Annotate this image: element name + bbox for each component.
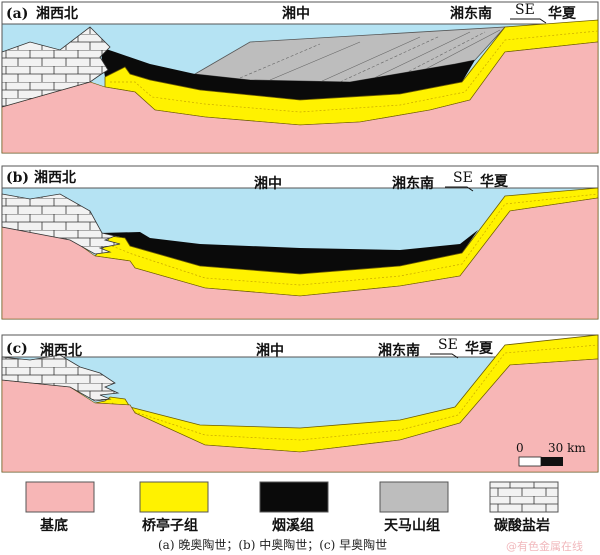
legend-label: 天马山组: [384, 517, 440, 534]
label-northwest: 湘西北: [34, 169, 76, 186]
label-southeast: 湘东南: [392, 175, 434, 192]
panel-b: (b) 湘西北 湘中 湘东南 SE 华夏: [1, 165, 599, 320]
legend-label: 烟溪组: [272, 517, 314, 534]
panel-tag: (a): [6, 6, 28, 22]
black-layer: [100, 230, 478, 274]
panel-c: (c) 湘西北 湘中 湘东南 SE 华夏 0 30 km: [1, 334, 599, 473]
gray-strata: [239, 29, 501, 83]
direction-arrow-icon: [430, 353, 459, 359]
header-band: [1, 1, 599, 25]
label-cathaysia: 华夏: [480, 173, 509, 190]
legend-label: 基底: [40, 517, 68, 534]
legend: 基底 桥亭子组 烟溪组 天马山组 碳酸盐岩: [25, 481, 559, 534]
direction-label: SE: [515, 2, 535, 18]
label-central: 湘中: [254, 175, 282, 192]
legend-swatch-carbonate: [489, 481, 559, 513]
label-southeast: 湘东南: [450, 5, 492, 22]
label-northwest: 湘西北: [40, 342, 82, 359]
carbonate: [1, 26, 111, 108]
legend-swatch-tianmashan: [379, 481, 449, 513]
direction-arrow-icon: [510, 18, 547, 24]
legend-label: 碳酸盐岩: [494, 517, 550, 534]
panel-a: (a) 湘西北 湘中 湘东南 SE 华夏: [1, 1, 599, 154]
legend-swatch-yanxi: [259, 481, 329, 513]
label-cathaysia: 华夏: [465, 340, 494, 357]
carbonate: [1, 193, 121, 255]
legend-swatch-qiaotingzi: [139, 481, 209, 513]
direction-label: SE: [453, 170, 473, 186]
scale-end: 30 km: [548, 441, 586, 455]
panel-tag: (b): [6, 170, 29, 186]
panel-tag: (c): [6, 341, 28, 357]
carbonate: [1, 354, 120, 402]
watermark: @有色金属在线: [506, 539, 583, 553]
legend-label: 桥亭子组: [142, 517, 198, 534]
header-band: [1, 165, 599, 189]
direction-arrow-icon: [445, 186, 474, 192]
label-cathaysia: 华夏: [548, 5, 577, 22]
black-layer: [100, 47, 475, 100]
figure-caption: (a) 晚奥陶世；(b) 中奥陶世；(c) 早奥陶世: [158, 537, 387, 552]
basement: [1, 358, 599, 473]
label-central: 湘中: [282, 5, 310, 22]
scale-start: 0: [516, 441, 524, 455]
basement: [1, 41, 599, 154]
direction-label: SE: [438, 337, 458, 353]
label-southeast: 湘东南: [378, 342, 420, 359]
basement: [1, 197, 599, 320]
label-northwest: 湘西北: [36, 5, 78, 22]
label-central: 湘中: [256, 342, 284, 359]
yellow-dashline: [110, 30, 599, 113]
scale-bar: 0 30 km: [516, 441, 586, 467]
legend-swatch-basement: [25, 481, 95, 513]
